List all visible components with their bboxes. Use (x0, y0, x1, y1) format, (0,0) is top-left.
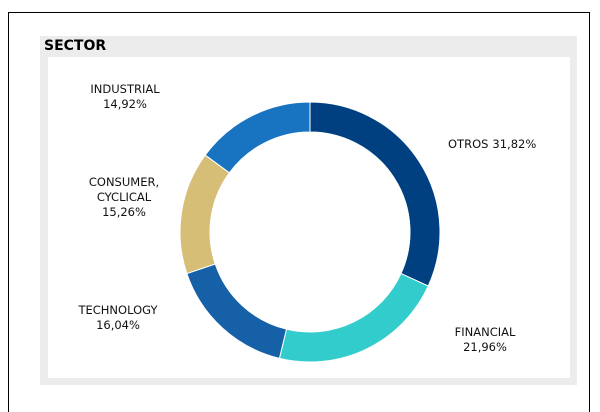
slice-label: TECHNOLOGY 16,04% (58, 303, 178, 333)
category-label: OTROS (448, 137, 489, 151)
donut-segment (204, 101, 311, 174)
donut-segment (179, 154, 231, 275)
donut-segment (309, 101, 441, 287)
slice-label: FINANCIAL 21,96% (430, 325, 540, 355)
category-label: INDUSTRIAL (90, 82, 160, 96)
value-label: 14,92% (103, 97, 147, 111)
value-label: 15,26% (102, 205, 146, 219)
slice-label: OTROS 31,82% (448, 137, 558, 152)
donut-segment (186, 263, 288, 359)
donut-segment (278, 272, 429, 363)
frame (8, 12, 590, 412)
slice-label: INDUSTRIAL 14,92% (70, 82, 180, 112)
value-label: 21,96% (463, 340, 507, 354)
value-label: 16,04% (96, 318, 140, 332)
category-label: FINANCIAL (454, 325, 516, 339)
panel: SECTOR (40, 36, 577, 385)
chart-title: SECTOR (44, 38, 107, 54)
slice-label: CONSUMER, CYCLICAL 15,26% (74, 175, 174, 220)
category-label: CONSUMER, CYCLICAL (88, 175, 160, 204)
value-label: 31,82% (492, 137, 537, 151)
category-label: TECHNOLOGY (78, 303, 158, 317)
